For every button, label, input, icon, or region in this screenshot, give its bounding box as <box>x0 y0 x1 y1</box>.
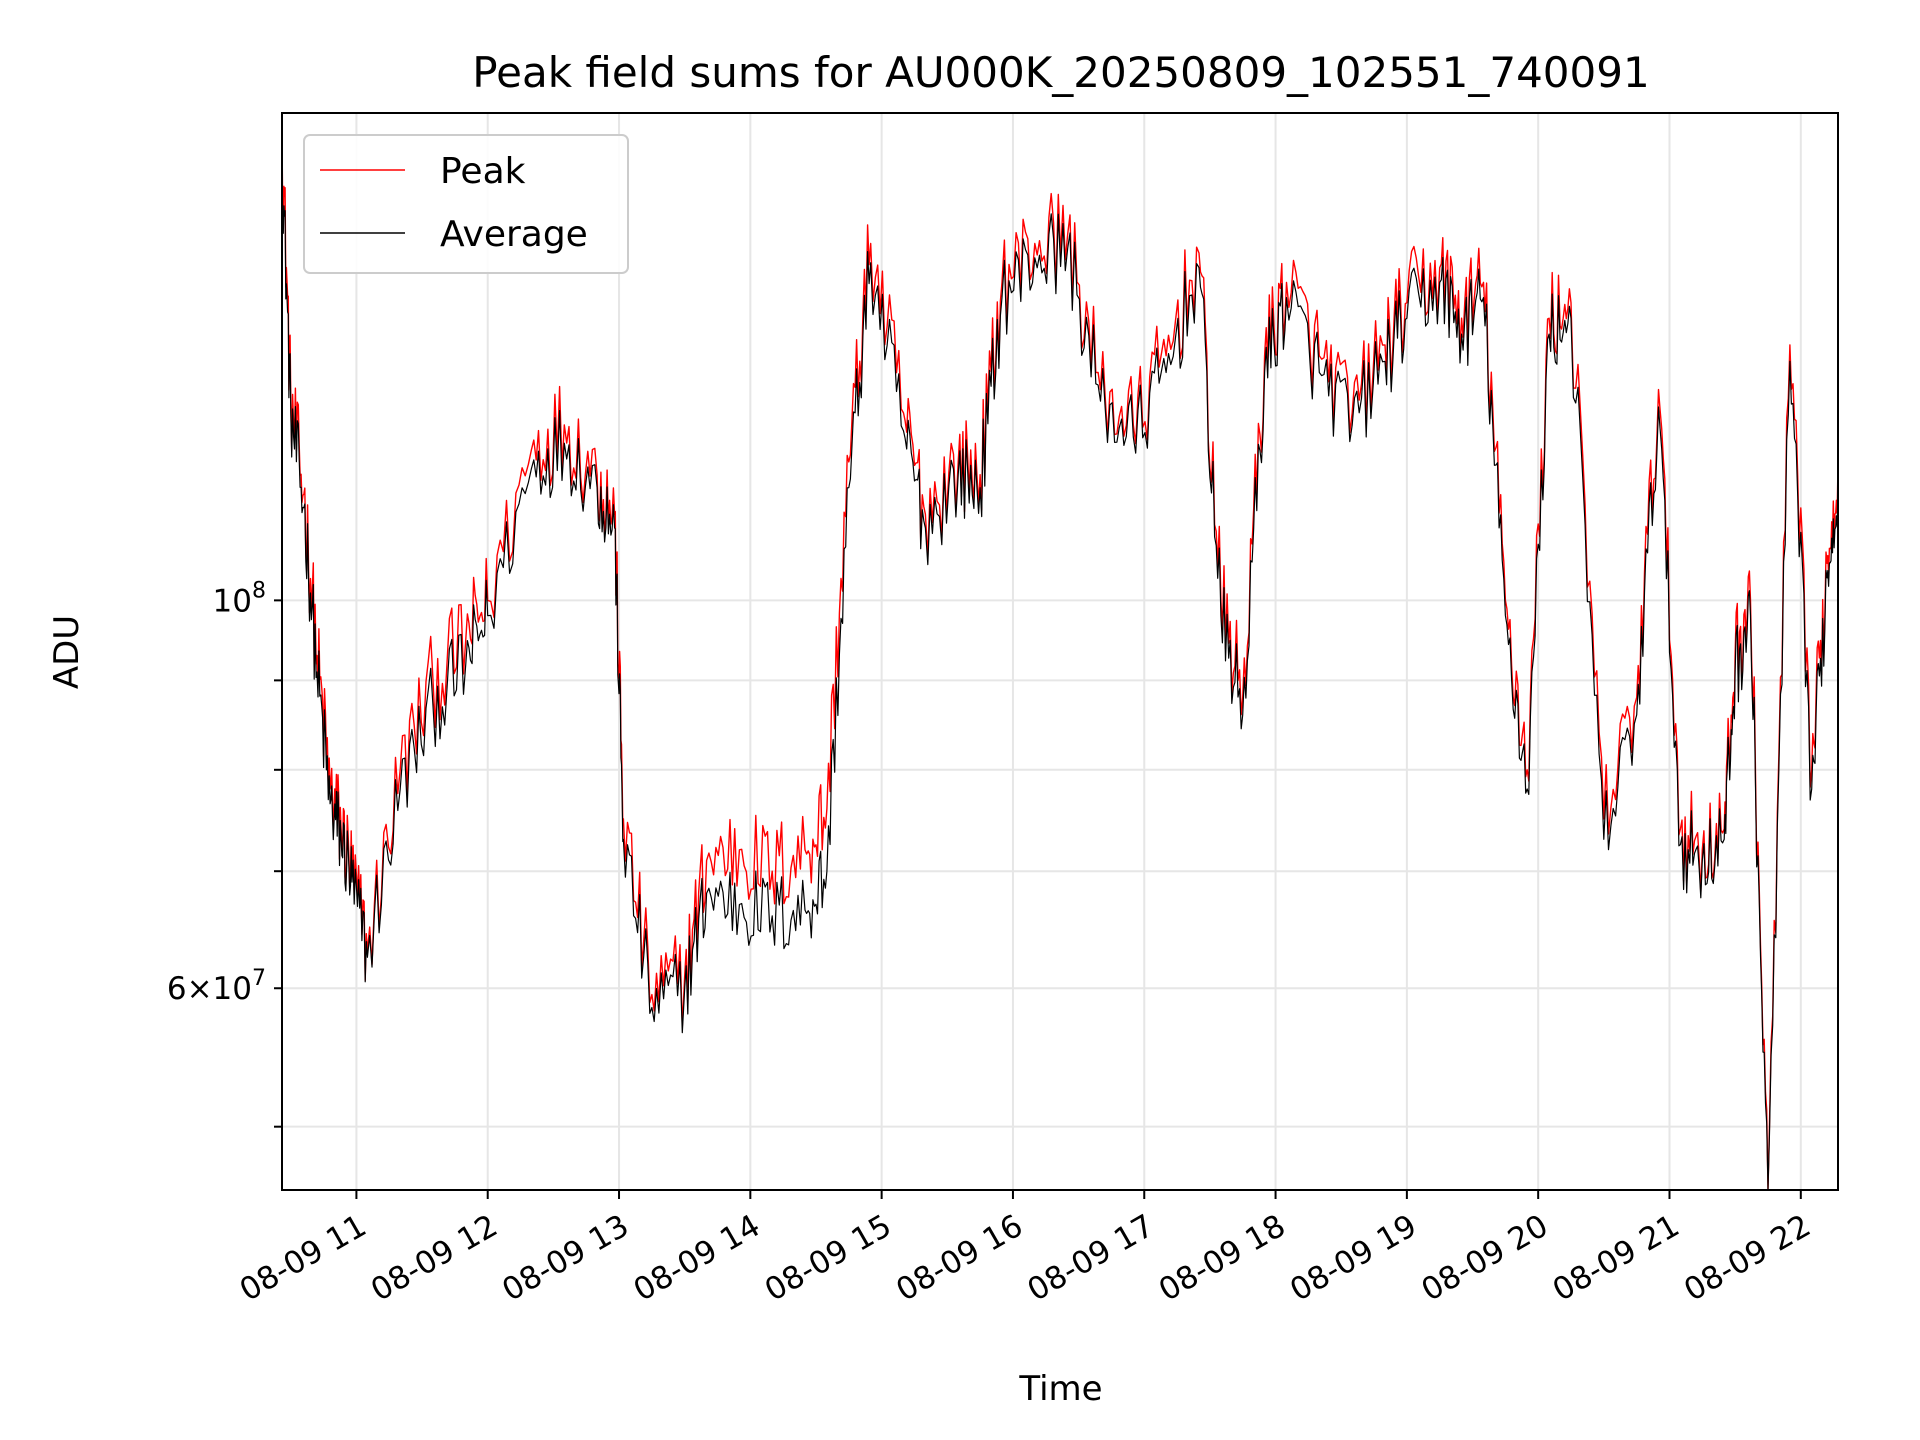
legend-label-peak: Peak <box>440 151 526 192</box>
plot-frame <box>281 112 1839 1191</box>
legend: Peak Average <box>303 134 629 274</box>
y-tick-label: 108 <box>213 578 266 619</box>
series-line-average <box>281 154 1839 1191</box>
series-layer <box>281 133 1839 1191</box>
chart-title: Peak field sums for AU000K_20250809_1025… <box>472 48 1649 97</box>
y-tick-label: 6×107 <box>167 966 266 1007</box>
x-axis-label: Time <box>1018 1369 1102 1409</box>
legend-label-average: Average <box>440 214 588 255</box>
y-axis: 108 6×107 <box>167 578 282 1128</box>
y-axis-label: ADU <box>47 615 87 689</box>
